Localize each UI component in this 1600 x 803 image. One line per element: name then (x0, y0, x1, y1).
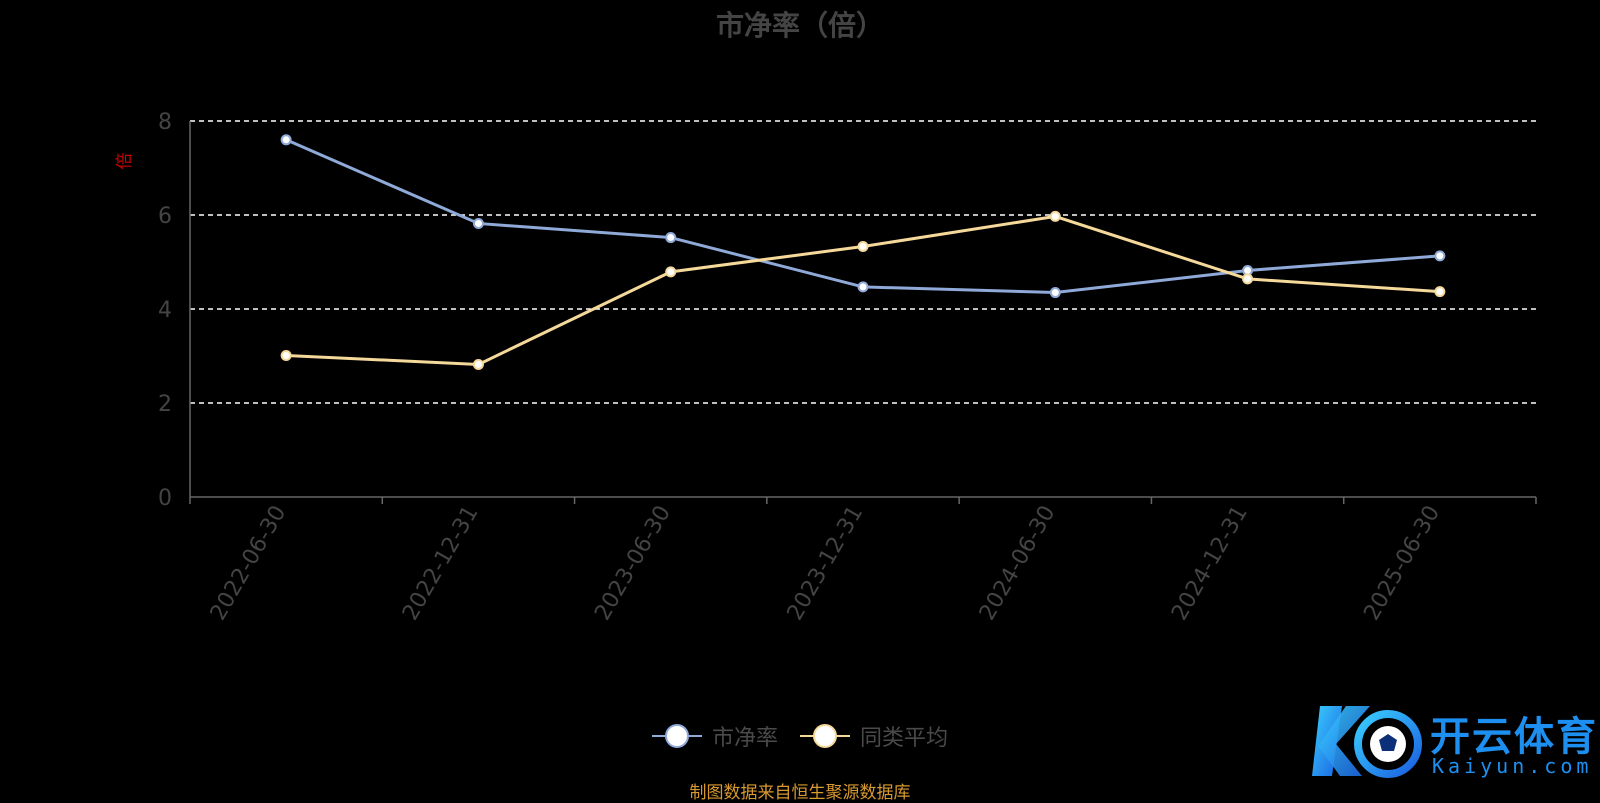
x-tick-label: 2024-12-31 (1167, 502, 1253, 625)
source-note: 制图数据来自恒生聚源数据库 (689, 783, 911, 803)
x-tick-label: 2023-12-31 (783, 502, 869, 625)
data-point (1242, 273, 1254, 285)
data-point (280, 134, 292, 146)
x-tick-label: 2022-12-31 (398, 502, 484, 625)
x-tick-label: 2025-06-30 (1359, 502, 1445, 625)
y-tick-label: 0 (158, 486, 172, 511)
data-point (857, 281, 869, 293)
y-tick-label: 8 (158, 110, 172, 135)
data-point (665, 232, 677, 244)
x-tick-label: 2022-06-30 (206, 502, 292, 625)
legend-item-pb[interactable]: 市净率 (651, 720, 778, 752)
x-tick-label: 2023-06-30 (590, 502, 676, 625)
data-point (1434, 286, 1446, 298)
data-point (472, 358, 484, 370)
data-point (857, 240, 869, 252)
data-point (472, 217, 484, 229)
legend-item-peer-average[interactable]: 同类平均 (800, 720, 948, 752)
y-tick-label: 4 (158, 298, 172, 323)
legend-label: 同类平均 (860, 726, 949, 751)
data-point (280, 350, 292, 362)
logo-text-en: Kaiyun.com (1432, 754, 1593, 778)
legend-marker-icon (651, 724, 702, 748)
legend-label: 市净率 (711, 726, 778, 751)
y-tick-label: 6 (158, 204, 172, 229)
data-point (1434, 250, 1446, 262)
brand-logo: 开云体育 Kaiyun.com (1312, 698, 1596, 788)
kaiyun-logo-icon (1312, 706, 1422, 778)
y-axis-unit-label: 倍 (115, 153, 135, 170)
chart-title: 市净率（倍） (715, 9, 884, 42)
series-line (285, 138, 1440, 295)
legend: 市净率 同类平均 (0, 720, 1600, 752)
y-tick-label: 2 (158, 392, 172, 417)
logo-text-cn: 开云体育 (1430, 714, 1598, 760)
x-tick-label: 2024-06-30 (975, 502, 1061, 625)
data-point (1049, 287, 1061, 299)
data-point (1049, 210, 1061, 222)
legend-marker-icon (800, 724, 850, 748)
data-point (665, 266, 677, 278)
